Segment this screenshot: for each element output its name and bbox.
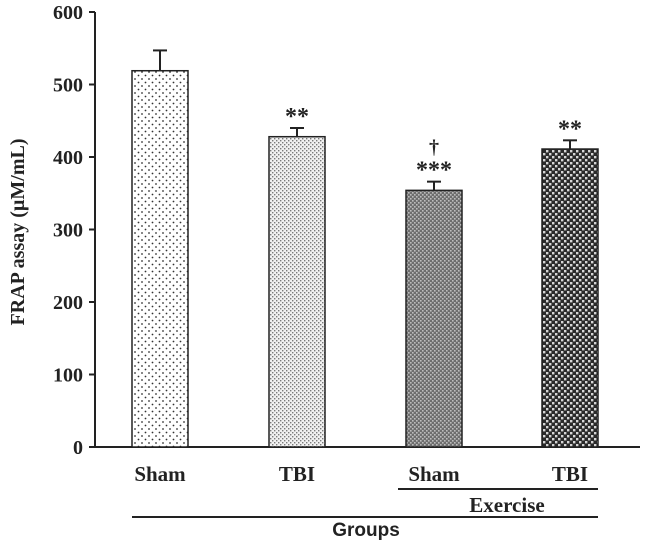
y-tick-label-6: 600 [53, 2, 83, 24]
category-label-3: TBI [552, 462, 588, 486]
bar-series: *****†** [131, 49, 599, 448]
y-tick-label-3: 300 [53, 220, 83, 242]
y-tick-label-5: 500 [53, 75, 83, 97]
x-axis-label: Groups [332, 520, 400, 541]
bar-2 [405, 189, 463, 448]
category-label-0: Sham [134, 462, 186, 486]
category-label-1: TBI [279, 462, 315, 486]
bar-3 [541, 148, 599, 448]
y-tick-label-0: 0 [73, 437, 83, 459]
significance-label-3: ** [558, 116, 582, 142]
y-tick-label-4: 400 [53, 147, 83, 169]
y-tick-label-1: 100 [53, 365, 83, 387]
y-tick-label-2: 200 [53, 292, 83, 314]
category-label-2: Sham [408, 462, 460, 486]
y-axis-ticks: 0 100 200 300 400 500 600 [53, 2, 95, 459]
significance-label-2: *** [416, 158, 452, 184]
y-axis-label: FRAP assay (µM/mL) [7, 138, 29, 325]
significance-label-1: ** [285, 104, 309, 130]
dagger-mark-2: † [429, 137, 439, 159]
bar-1 [268, 135, 326, 448]
category-labels: Sham TBI Sham TBI [134, 462, 588, 486]
exercise-bracket-label: Exercise [469, 493, 544, 517]
bar-0 [131, 69, 189, 448]
